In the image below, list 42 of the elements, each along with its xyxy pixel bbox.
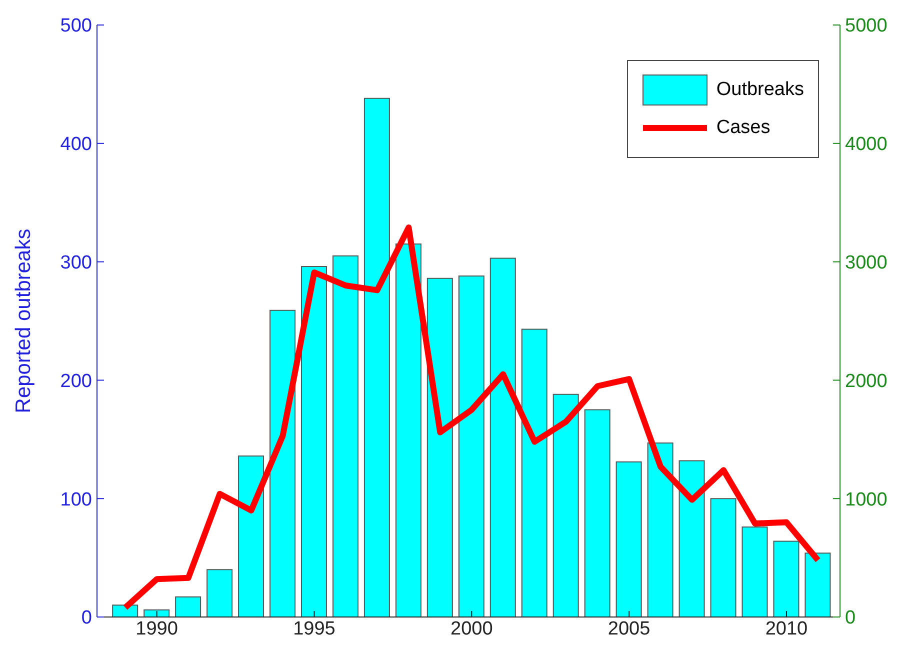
bar xyxy=(175,596,202,617)
y2-tick-label: 4000 xyxy=(845,134,888,156)
bar xyxy=(584,409,610,617)
y2-tick-label: 0 xyxy=(845,608,856,629)
bar xyxy=(490,258,516,617)
bar xyxy=(364,98,390,617)
bar xyxy=(206,569,233,617)
bar xyxy=(270,310,296,617)
bar xyxy=(332,255,358,617)
bar xyxy=(678,460,705,617)
legend-label: Cases xyxy=(716,117,770,139)
x-tick-label: 2010 xyxy=(765,618,808,640)
x-tick-label: 1995 xyxy=(293,618,336,640)
x-tick-label: 1990 xyxy=(136,618,178,640)
bar xyxy=(804,552,831,617)
y-tick-label: 400 xyxy=(60,134,92,156)
y2-tick-label: 2000 xyxy=(845,370,888,392)
y-tick-label: 500 xyxy=(60,16,92,37)
y2-tick-label: 3000 xyxy=(845,252,888,274)
x-tick-label: 2005 xyxy=(608,618,650,640)
bar xyxy=(144,609,170,617)
y-axis-title: Reported outbreaks xyxy=(12,228,36,414)
bar xyxy=(300,266,327,617)
y2-tick-label: 5000 xyxy=(845,16,888,37)
bar xyxy=(395,244,422,617)
bar xyxy=(552,394,579,617)
bar xyxy=(426,278,453,617)
bar xyxy=(238,455,264,617)
bar xyxy=(458,276,484,617)
y-tick-label: 300 xyxy=(60,252,92,274)
bar xyxy=(521,328,548,617)
bar xyxy=(710,498,736,617)
bar xyxy=(647,442,674,617)
y-tick-label: 100 xyxy=(60,489,92,510)
bar xyxy=(742,526,768,617)
legend-label: Outbreaks xyxy=(716,79,804,101)
y-tick-label: 0 xyxy=(81,608,92,629)
bar xyxy=(773,540,800,617)
y2-tick-label: 1000 xyxy=(845,489,888,510)
y-tick-label: 200 xyxy=(60,370,92,392)
x-tick-label: 2000 xyxy=(450,618,493,640)
bar xyxy=(616,461,642,617)
